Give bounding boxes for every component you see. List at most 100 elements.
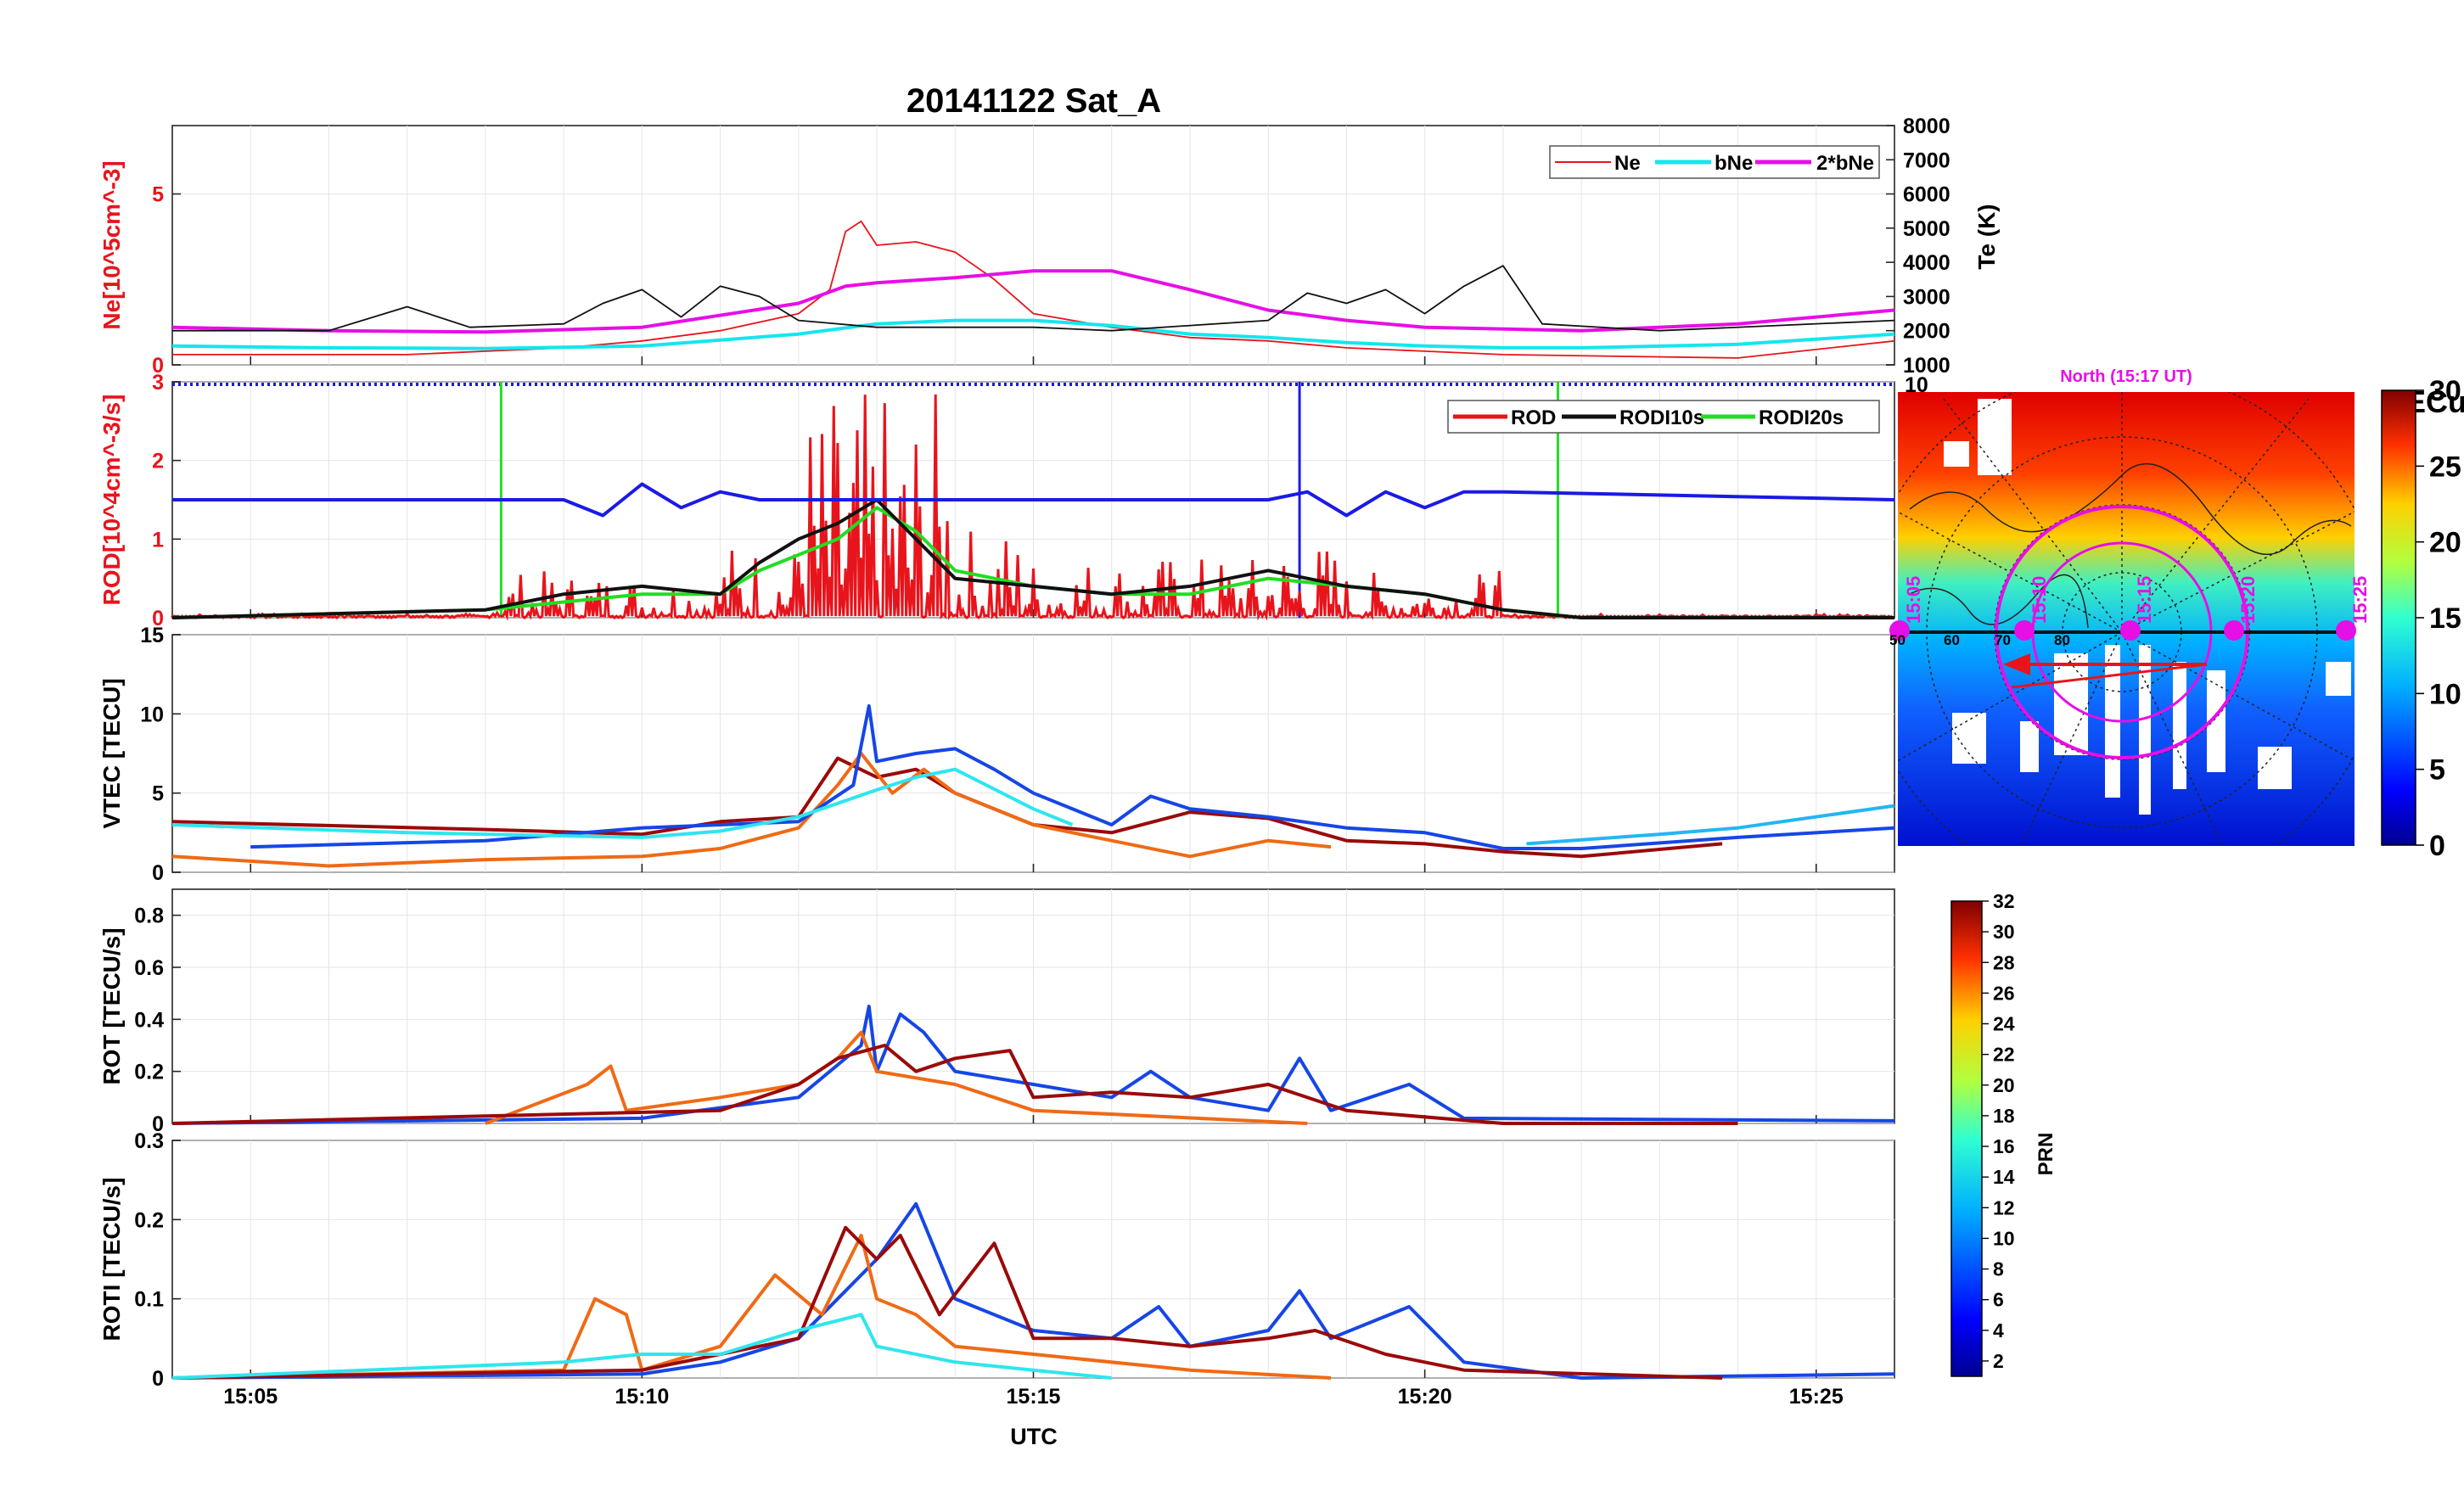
pass-marker <box>2014 620 2035 641</box>
y-tick-label: 0.8 <box>134 905 164 928</box>
colorbar-tick-label: 4 <box>1993 1319 2004 1342</box>
legend-rod-label: ROD <box>1511 406 1556 429</box>
y2-axis-label: Te (K) <box>1973 204 2000 269</box>
y-axis-label: VTEC [TECU] <box>98 678 125 828</box>
colorbar-tick-label: 26 <box>1993 982 2015 1004</box>
colorbar-tick-label: 20 <box>1993 1074 2015 1096</box>
colorbar-tick-label: 30 <box>1993 921 2015 943</box>
y-axis-label: ROTI [TECU/s] <box>98 1178 125 1342</box>
series-PRN-light-blue <box>1526 804 1895 846</box>
y-axis-label: Ne[10^5cm^-3] <box>98 160 125 329</box>
map-lat-labels: 50 60 70 80 <box>1889 632 2070 648</box>
y-tick-label: 0.3 <box>134 1129 164 1153</box>
series-PRN-cyan <box>171 1313 1112 1380</box>
pass-label: 15:25 <box>2349 576 2371 624</box>
y-tick-label: 3 <box>152 371 164 395</box>
y2-tick-label: 1000 <box>1903 354 1950 378</box>
lat-label: 50 <box>1889 632 1906 648</box>
pass-marker <box>1889 620 1910 641</box>
colorbar-tick-label: 14 <box>1993 1166 2015 1188</box>
colorbar-tick-label: 2 <box>1993 1350 2004 1372</box>
panel-rot: 0 0.2 0.4 0.6 0.8 ROT [TECU/s] <box>98 888 1895 1136</box>
lat-label: 70 <box>1995 632 2011 648</box>
y2-tick-label: 4000 <box>1903 251 1950 275</box>
y2-tick-label: 6000 <box>1903 183 1950 207</box>
tec-map: North (15:17 UT) <box>1889 367 2371 846</box>
series-blue-track <box>172 482 1895 518</box>
lat-label: 80 <box>2054 632 2070 648</box>
y-tick-label: 0.6 <box>134 956 164 980</box>
pass-label: 15:20 <box>2237 576 2259 624</box>
panel-vtec: 0 5 10 15 VTEC [TECU] <box>98 624 1895 885</box>
y-tick-label: 0 <box>152 1367 164 1391</box>
colorbar-tick-label: 32 <box>1993 890 2015 912</box>
x-tick-label: 15:05 <box>223 1385 278 1409</box>
y2-tick-label: 2000 <box>1903 320 1950 344</box>
colorbar-tick-label: 10 <box>1993 1227 2015 1249</box>
y-axis-label: ROD[10^4cm^-3/s] <box>98 394 125 605</box>
tec-colorbar-ticks: 0 5 10 15 20 25 30 <box>2416 375 2461 862</box>
legend-ne-label: Ne <box>1614 152 1641 175</box>
x-axis: 15:05 15:10 15:15 15:20 15:25 <box>223 1385 1844 1409</box>
colorbar-tick-label: 30 <box>2429 375 2461 407</box>
legend-ne: Ne bNe 2*bNe <box>1549 145 1880 179</box>
series-PRN-orange <box>171 752 1332 868</box>
legend-rod: ROD RODI10s RODI20s <box>1447 400 1880 434</box>
y-tick-label: 2 <box>152 450 164 473</box>
y-tick-label: 0.1 <box>134 1288 164 1312</box>
pass-marker <box>2120 620 2141 641</box>
y2-tick-label: 8000 <box>1903 115 1950 138</box>
colorbar-tick-label: 6 <box>1993 1289 2004 1311</box>
y-tick-label: 5 <box>152 782 164 806</box>
y2-tick-label: 3000 <box>1903 285 1950 309</box>
colorbar-tick-label: 16 <box>1993 1135 2015 1157</box>
prn-colorbar-label: PRN <box>2035 1133 2057 1176</box>
pass-marker <box>2336 620 2356 641</box>
colorbar-tick-label: 24 <box>1993 1013 2015 1035</box>
legend-rodi10-label: RODI10s <box>1619 406 1704 429</box>
colorbar-tick-label: 0 <box>2429 830 2445 862</box>
pass-label: 15:05 <box>1903 576 1924 624</box>
figure-title: 20141122 Sat_A <box>906 82 1161 120</box>
panel-roti: 0 0.1 0.2 0.3 ROTI [TECU/s] <box>98 1129 1895 1391</box>
colorbar-tick-label: 12 <box>1993 1196 2015 1218</box>
x-tick-label: 15:10 <box>615 1385 669 1409</box>
colorbar-tick-label: 8 <box>1993 1258 2004 1280</box>
colorbar-tick-label: 22 <box>1993 1044 2015 1066</box>
y-tick-label: 0.2 <box>134 1061 164 1084</box>
y-tick-label: 0 <box>152 1112 164 1136</box>
y2-tick-label: 5000 <box>1903 217 1950 241</box>
series-Ne <box>172 220 1895 359</box>
y-tick-label: 1 <box>152 528 164 552</box>
legend-2bne-label: 2*bNe <box>1816 152 1874 175</box>
legend-rodi20-label: RODI20s <box>1759 406 1844 429</box>
legend-bne-label: bNe <box>1715 152 1753 175</box>
colorbar-tick-label: 10 <box>2429 678 2461 710</box>
colorbar-tick-label: 20 <box>2429 527 2461 559</box>
colorbar-tick-label: 5 <box>2429 754 2445 787</box>
y-tick-label: 0.4 <box>134 1008 164 1032</box>
map-pass-markers: 15:05 15:10 15:15 15:20 15:25 <box>1889 576 2371 641</box>
y-tick-label: 10 <box>140 703 164 726</box>
y-tick-label: 15 <box>140 624 164 647</box>
pass-label: 15:10 <box>2029 576 2050 624</box>
series-Te <box>172 265 1895 332</box>
x-axis-label: UTC <box>1010 1424 1058 1449</box>
x-tick-label: 15:25 <box>1789 1385 1844 1409</box>
colorbar-tick-label: 18 <box>1993 1105 2015 1127</box>
y-tick-label: 0 <box>152 861 164 885</box>
y-tick-label: 0 <box>152 607 164 630</box>
x-tick-label: 15:20 <box>1398 1385 1452 1409</box>
map-title: North (15:17 UT) <box>2060 367 2192 386</box>
pass-marker <box>2224 620 2244 641</box>
y2-tick-label: 7000 <box>1903 148 1950 172</box>
series-RODI10s <box>171 498 1894 619</box>
colorbar-tick-label: 25 <box>2429 451 2461 483</box>
y-tick-label: 5 <box>152 183 164 207</box>
y-tick-label: 0 <box>152 354 164 378</box>
y-axis-label: ROT [TECU/s] <box>98 927 125 1084</box>
